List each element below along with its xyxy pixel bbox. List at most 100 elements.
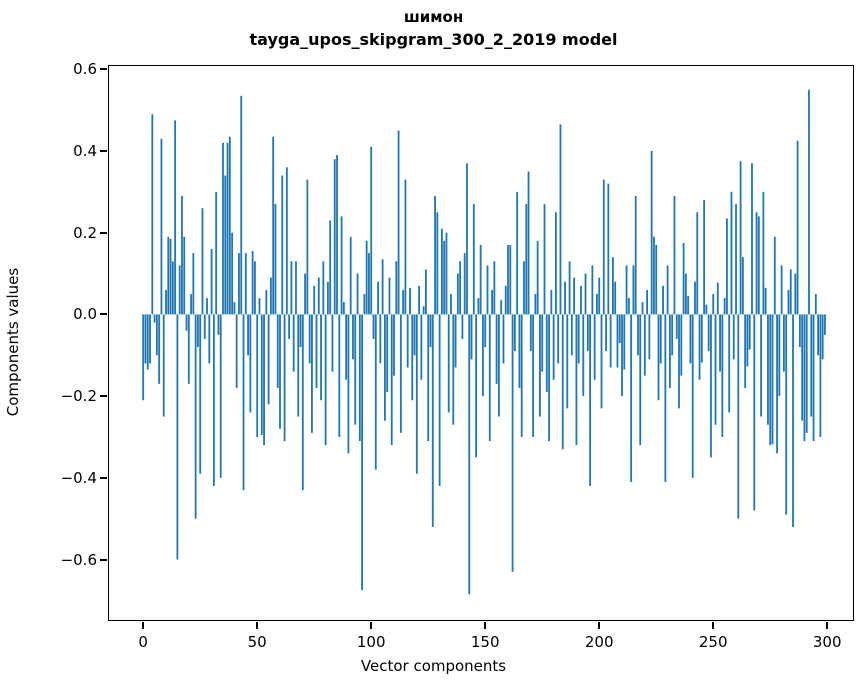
bar: [422, 306, 425, 315]
bar: [151, 114, 154, 315]
bar: [365, 240, 368, 315]
bar: [778, 314, 781, 397]
bar: [523, 261, 525, 315]
bar: [440, 228, 443, 315]
bar: [185, 314, 188, 331]
bar: [178, 265, 181, 315]
bar: [477, 298, 480, 315]
y-tick-mark: [100, 476, 107, 479]
bar: [751, 163, 753, 315]
bar: [244, 253, 247, 315]
bar: [780, 265, 783, 315]
bar: [153, 314, 156, 323]
bar: [723, 298, 726, 315]
bar: [696, 212, 699, 315]
bar: [399, 314, 402, 433]
bar: [737, 314, 740, 519]
bar: [648, 314, 651, 360]
bar: [548, 314, 550, 442]
bar: [181, 195, 183, 315]
bar: [726, 218, 728, 315]
bar: [794, 273, 797, 315]
bar: [669, 314, 671, 388]
bar: [586, 314, 589, 352]
bar: [564, 281, 566, 315]
bar: [358, 314, 361, 442]
bar: [671, 314, 674, 356]
bar: [347, 314, 350, 454]
bar: [295, 261, 297, 315]
bar: [700, 314, 703, 363]
x-tick-mark: [256, 622, 259, 629]
bar: [776, 314, 778, 454]
bar: [803, 314, 806, 442]
bar: [721, 314, 724, 437]
bar: [377, 281, 379, 315]
bar: [190, 293, 192, 315]
bar: [174, 120, 177, 315]
bar: [183, 236, 186, 315]
bar: [550, 289, 553, 315]
bar: [591, 265, 594, 315]
bar: [694, 281, 696, 315]
bar: [345, 314, 348, 380]
bar: [240, 95, 243, 315]
bar: [276, 314, 279, 388]
bar: [288, 314, 291, 339]
bar: [274, 204, 277, 315]
bar: [509, 244, 512, 315]
bar: [518, 314, 521, 388]
bar: [383, 314, 386, 421]
bar: [785, 314, 788, 515]
bar: [655, 244, 658, 315]
x-tick-mark: [142, 622, 145, 629]
bar: [625, 265, 628, 315]
bar: [805, 314, 808, 433]
x-tick-label: 100: [356, 633, 386, 651]
bar: [329, 220, 332, 315]
bar: [158, 314, 161, 384]
bar: [653, 236, 655, 315]
bar: [559, 124, 562, 315]
bar: [313, 285, 316, 315]
bar: [641, 302, 644, 315]
bar: [516, 191, 519, 315]
bar: [418, 285, 420, 315]
bar: [409, 287, 411, 315]
bar: [609, 314, 612, 368]
y-tick-mark: [100, 231, 107, 234]
bar: [176, 314, 179, 560]
bar: [431, 314, 434, 527]
bar: [322, 261, 325, 315]
bar: [689, 314, 692, 364]
bar: [796, 140, 799, 315]
bar: [208, 314, 211, 364]
bar: [206, 298, 208, 315]
bar: [764, 287, 767, 315]
bar: [801, 314, 804, 421]
bar: [529, 314, 532, 352]
bar: [356, 273, 359, 315]
bar: [299, 314, 302, 348]
bar: [824, 314, 826, 335]
bar: [297, 314, 300, 417]
y-tick-label: 0.0: [73, 305, 97, 324]
bar: [425, 269, 427, 315]
bar: [402, 289, 405, 315]
bar: [160, 138, 163, 315]
bar: [630, 314, 633, 482]
bar: [769, 314, 772, 446]
bar: [231, 232, 234, 315]
y-tick-label: 0.4: [73, 142, 97, 160]
bar: [712, 293, 715, 315]
bar: [757, 216, 760, 315]
x-tick-mark: [598, 622, 601, 629]
bar: [621, 314, 623, 397]
bar: [258, 298, 261, 315]
bar: [222, 142, 224, 315]
bar: [484, 314, 487, 348]
bar: [607, 183, 610, 315]
bar: [812, 314, 815, 442]
bar: [605, 314, 607, 352]
bar: [814, 293, 817, 315]
